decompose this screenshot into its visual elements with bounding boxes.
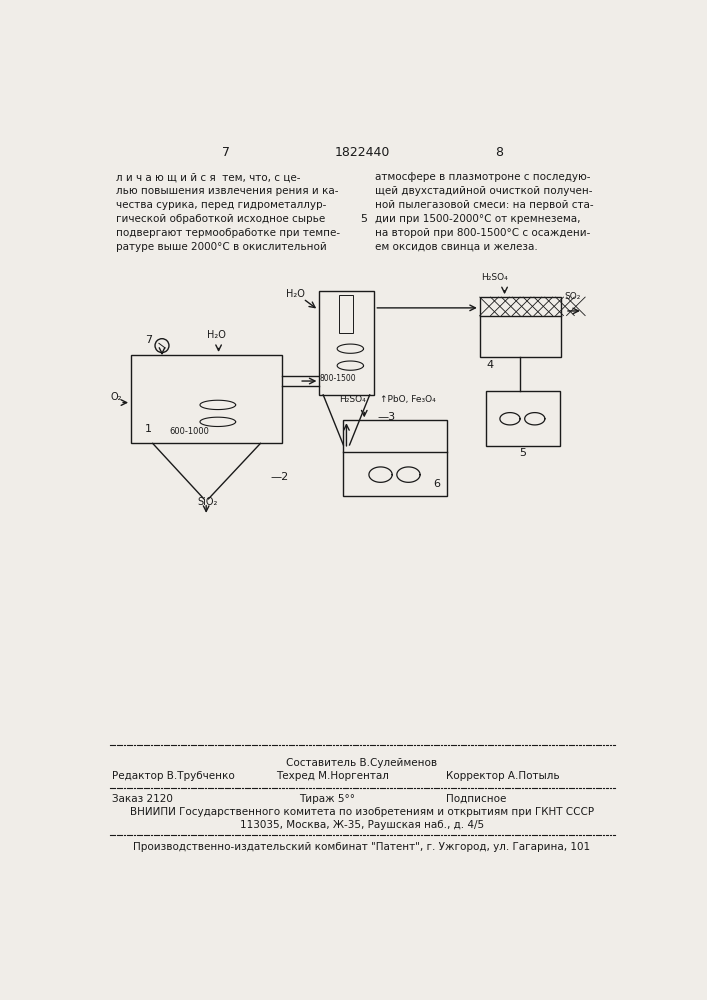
Text: на второй при 800-1500°С с осаждени-: на второй при 800-1500°С с осаждени- [375,228,590,238]
Bar [339,295,354,333]
Text: Редактор В.Трубченко: Редактор В.Трубченко [112,771,235,781]
Text: 4: 4 [486,360,493,370]
Text: ем оксидов свинца и железа.: ем оксидов свинца и железа. [375,242,538,252]
Text: 1822440: 1822440 [334,146,390,159]
Text: гической обработкой исходное сырье: гической обработкой исходное сырье [115,214,325,224]
Text: ↑PbO, Fe₃O₄: ↑PbO, Fe₃O₄ [380,395,436,404]
Text: Тираж 5°°: Тираж 5°° [299,794,355,804]
Text: 5: 5 [360,214,367,224]
Text: Подписное: Подписное [446,794,507,804]
Text: O₂: O₂ [110,392,122,402]
Text: H₂O: H₂O [207,330,226,340]
Text: ВНИИПИ Государственного комитета по изобретениям и открытиям при ГКНТ СССР: ВНИИПИ Государственного комитета по изоб… [130,807,594,817]
Bar [131,355,282,443]
Text: 1: 1 [145,424,152,434]
Text: Корректор А.Потыль: Корректор А.Потыль [446,771,560,781]
Bar [486,391,559,446]
Text: атмосфере в плазмотроне с последую-: атмосфере в плазмотроне с последую- [375,172,590,182]
Text: Составитель В.Сулейменов: Составитель В.Сулейменов [286,758,438,768]
Text: лью повышения извлечения рения и ка-: лью повышения извлечения рения и ка- [115,186,338,196]
Text: 7: 7 [221,146,230,159]
Text: SO₂: SO₂ [564,292,580,301]
Text: —3: —3 [378,412,396,422]
Text: Заказ 2120: Заказ 2120 [112,794,173,804]
Text: дии при 1500-2000°С от кремнезема,: дии при 1500-2000°С от кремнезема, [375,214,580,224]
Text: ной пылегазовой смеси: на первой ста-: ной пылегазовой смеси: на первой ста- [375,200,594,210]
Text: H₂O: H₂O [286,289,305,299]
Text: SiO₂: SiO₂ [197,497,217,507]
Text: 8: 8 [495,146,503,159]
Text: —2: —2 [271,472,288,482]
Text: 800-1500: 800-1500 [320,374,356,383]
Text: 5: 5 [519,448,526,458]
Text: Производственно-издательский комбинат "Патент", г. Ужгород, ул. Гагарина, 101: Производственно-издательский комбинат "П… [134,842,590,852]
Bar [480,297,561,357]
Text: 600-1000: 600-1000 [170,427,209,436]
Text: 7: 7 [145,335,152,345]
Text: подвергают термообработке при темпе-: подвергают термообработке при темпе- [115,228,339,238]
Text: H₂SO₄: H₂SO₄ [481,273,508,282]
Text: чества сурика, перед гидрометаллур-: чества сурика, перед гидрометаллур- [115,200,326,210]
Bar [319,291,374,395]
Text: H₂SO₄: H₂SO₄ [339,395,366,404]
Text: щей двухстадийной очисткой получен-: щей двухстадийной очисткой получен- [375,186,592,196]
Text: 6: 6 [433,479,440,489]
Text: Техред М.Норгентал: Техред М.Норгентал [276,771,389,781]
Text: л и ч а ю щ и й с я  тем, что, с це-: л и ч а ю щ и й с я тем, что, с це- [115,172,300,182]
Bar [343,420,448,496]
Text: 113035, Москва, Ж-35, Раушская наб., д. 4/5: 113035, Москва, Ж-35, Раушская наб., д. … [240,820,484,830]
Text: ратуре выше 2000°С в окислительной: ратуре выше 2000°С в окислительной [115,242,326,252]
